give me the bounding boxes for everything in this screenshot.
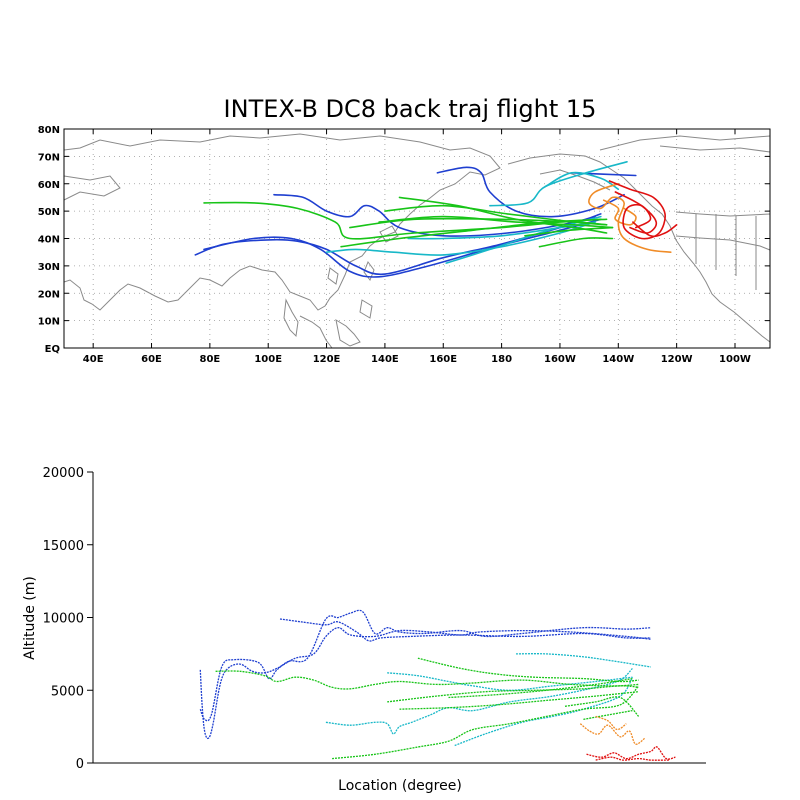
trajectory-line-orange xyxy=(602,199,637,226)
altitude-y-tick-label: 10000 xyxy=(43,612,84,627)
altitude-line-green xyxy=(387,685,639,703)
y-tick-label: 50N xyxy=(38,207,60,218)
x-tick-label: 140W xyxy=(602,354,634,365)
altitude-line-blue xyxy=(199,609,651,722)
map-trajectories xyxy=(194,161,678,278)
x-tick-label: 60E xyxy=(141,354,162,365)
altitude-line-green xyxy=(448,677,633,699)
trajectory-line-green xyxy=(384,204,608,226)
x-tick-label: 40E xyxy=(83,354,104,365)
trajectory-line-green xyxy=(524,226,614,237)
trajectory-line-red xyxy=(614,191,658,234)
altitude-line-cyan xyxy=(325,667,633,735)
trajectory-line-blue xyxy=(436,166,625,218)
x-tick-label: 160E xyxy=(429,354,457,365)
map-plot-area: 40E 60E 80E 100E 120E 140E 160E 180 160W 140W 120W… xyxy=(38,125,771,365)
altitude-y-tick-label: 5000 xyxy=(51,684,84,699)
altitude-line-cyan xyxy=(454,676,633,747)
altitude-line-green xyxy=(417,657,639,683)
y-tick-label: EQ xyxy=(45,344,60,355)
x-tick-label: 180 xyxy=(491,354,512,365)
y-tick-label: 40N xyxy=(38,235,60,246)
map-chart: INTEX-B DC8 back traj flight 15 xyxy=(38,95,771,365)
trajectory-line-green xyxy=(340,218,608,248)
altitude-line-orange xyxy=(595,715,627,731)
altitude-line-red xyxy=(595,756,670,761)
map-x-axis: 40E 60E 80E 100E 120E 140E 160E 180 160W 140W 120W… xyxy=(83,129,751,365)
altitude-y-tick-label: 15000 xyxy=(43,539,84,554)
x-tick-label: 120E xyxy=(313,354,341,365)
altitude-line-cyan xyxy=(515,653,651,668)
altitude-line-green xyxy=(583,709,633,721)
altitude-line-green xyxy=(215,670,639,690)
trajectory-line-blue xyxy=(273,193,602,237)
trajectory-line-red xyxy=(632,221,678,238)
altitude-trajectories xyxy=(199,609,676,761)
x-tick-label: 140E xyxy=(371,354,399,365)
x-tick-label: 80E xyxy=(199,354,220,365)
trajectory-line-green xyxy=(378,215,614,229)
y-tick-label: 70N xyxy=(38,152,60,163)
x-tick-label: 100E xyxy=(254,354,282,365)
altitude-x-axis-label: Location (degree) xyxy=(338,778,462,794)
y-tick-label: 30N xyxy=(38,262,60,273)
altitude-y-tick-label: 0 xyxy=(76,757,84,772)
altitude-line-blue xyxy=(279,618,651,642)
trajectory-line-orange xyxy=(588,183,672,253)
map-y-axis: EQ 10N 20N 30N 40N 50N 60N 70N 80N xyxy=(38,125,770,355)
altitude-line-green xyxy=(564,696,640,717)
x-tick-label: 120W xyxy=(661,354,693,365)
x-tick-label: 160W xyxy=(544,354,576,365)
y-tick-label: 10N xyxy=(38,317,60,328)
altitude-chart: 0 5000 10000 15000 20000 Location (degree) A… xyxy=(22,466,706,794)
altitude-line-orange xyxy=(579,723,646,745)
altitude-line-red xyxy=(586,746,676,760)
trajectory-line-blue xyxy=(203,218,602,278)
y-tick-label: 20N xyxy=(38,289,60,300)
altitude-y-tick-label: 20000 xyxy=(43,466,84,481)
y-tick-label: 80N xyxy=(38,125,60,136)
altitude-line-green xyxy=(332,685,640,760)
trajectory-line-cyan xyxy=(544,171,620,190)
altitude-line-blue xyxy=(199,627,651,740)
y-tick-label: 60N xyxy=(38,180,60,191)
trajectory-line-cyan xyxy=(407,221,596,240)
altitude-y-axis: 0 5000 10000 15000 20000 xyxy=(43,466,93,772)
altitude-line-cyan xyxy=(387,672,633,691)
trajectory-line-green xyxy=(538,237,614,248)
chart-title: INTEX-B DC8 back traj flight 15 xyxy=(224,95,597,123)
x-tick-label: 100W xyxy=(719,354,751,365)
trajectory-line-cyan xyxy=(325,221,596,256)
altitude-y-axis-label: Altitude (m) xyxy=(22,576,38,660)
